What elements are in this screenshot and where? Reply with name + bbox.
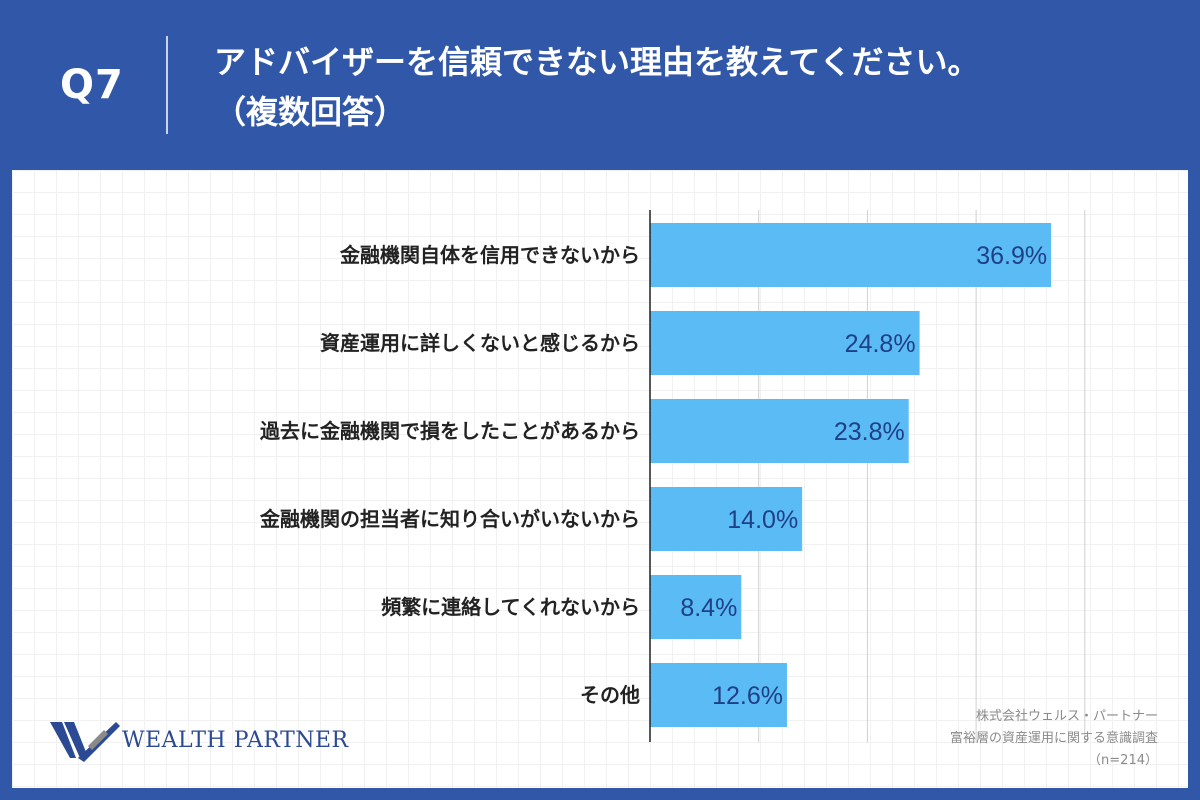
bar [650,223,1052,287]
source-survey: 富裕層の資産運用に関する意識調査 [949,731,1158,746]
category-label: その他 [580,683,640,707]
question-number: Q7 [60,62,124,108]
question-subtitle: （複数回答） [214,93,407,131]
value-label: 23.8% [834,418,905,446]
category-label: 金融機関自体を信用できないから [339,243,640,267]
category-label: 資産運用に詳しくないと感じるから [320,331,640,355]
header-divider [166,36,168,134]
header: Q7 アドバイザーを信頼できない理由を教えてください。 （複数回答） [0,0,1200,170]
bar [650,487,803,551]
value-label: 14.0% [727,506,798,534]
bar [650,663,787,727]
question-title: アドバイザーを信頼できない理由を教えてください。 [214,43,980,81]
bar-chart: 金融機関自体を信用できないから 36.9% 資産運用に詳しくないと感じるから 24.8… [259,210,1086,742]
source-company: 株式会社ウェルス・パートナー [975,709,1158,724]
category-label: 頻繁に連絡してくれないから [381,595,640,619]
value-label: 8.4% [680,594,737,622]
bar [650,575,742,639]
wealth-partner-logo-icon [50,722,120,762]
value-label: 24.8% [845,330,916,358]
category-label: 過去に金融機関で損をしたことがあるから [260,419,640,443]
chart-panel: 金融機関自体を信用できないから 36.9% 資産運用に詳しくないと感じるから 24.8… [12,170,1188,788]
value-label: 36.9% [976,242,1047,270]
source-note: 株式会社ウェルス・パートナー 富裕層の資産運用に関する意識調査 （n=214） [950,706,1158,772]
bar [650,311,920,375]
wealth-partner-logo-text: WEALTH PARTNER [122,728,349,753]
source-sample-size: （n=214） [1088,753,1158,768]
bar [650,399,909,463]
category-label: 金融機関の担当者に知り合いがいないから [259,507,640,531]
value-label: 12.6% [712,682,783,710]
